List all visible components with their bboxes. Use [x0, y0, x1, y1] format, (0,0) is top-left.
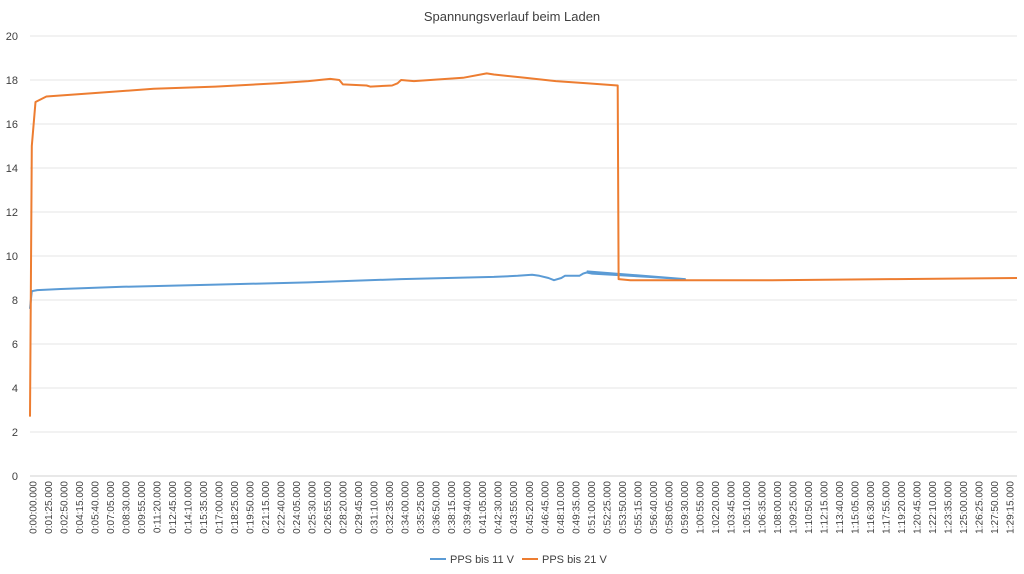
x-tick-label: 0:15:35.000 — [199, 481, 210, 534]
x-tick-label: 0:55:15.000 — [633, 481, 644, 534]
x-tick-label: 1:06:35.000 — [757, 481, 768, 534]
x-tick-label: 0:02:50.000 — [60, 481, 71, 534]
x-tick-label: 1:25:00.000 — [959, 481, 970, 534]
x-tick-label: 0:38:15.000 — [447, 481, 458, 534]
x-tick-label: 1:16:30.000 — [866, 481, 877, 534]
x-tick-label: 1:03:45.000 — [726, 481, 737, 534]
y-tick-label: 0 — [12, 471, 18, 483]
x-tick-label: 0:12:45.000 — [168, 481, 179, 534]
x-tick-label: 1:15:05.000 — [850, 481, 861, 534]
y-tick-label: 8 — [12, 295, 18, 307]
x-tick-label: 0:58:05.000 — [664, 481, 675, 534]
y-tick-label: 2 — [12, 427, 18, 439]
legend-label-2: PPS bis 21 V — [542, 554, 607, 566]
chart-title: Spannungsverlauf beim Laden — [424, 9, 600, 24]
x-tick-label: 0:35:25.000 — [416, 481, 427, 534]
x-tick-label: 0:36:50.000 — [432, 481, 443, 534]
y-tick-label: 4 — [12, 383, 18, 395]
x-tick-label: 0:04:15.000 — [75, 481, 86, 534]
y-axis: 0 2 4 6 8 10 12 14 16 18 20 — [6, 31, 18, 483]
x-tick-label: 0:14:10.000 — [184, 481, 195, 534]
x-tick-label: 0:34:00.000 — [401, 481, 412, 534]
x-tick-label: 0:18:25.000 — [230, 481, 241, 534]
x-tick-label: 1:02:20.000 — [711, 481, 722, 534]
y-tick-label: 16 — [6, 119, 18, 131]
x-tick-label: 0:51:00.000 — [587, 481, 598, 534]
x-tick-label: 0:21:15.000 — [261, 481, 272, 534]
x-tick-label: 1:17:55.000 — [881, 481, 892, 534]
x-tick-label: 0:26:55.000 — [323, 481, 334, 534]
x-tick-label: 0:45:20.000 — [525, 481, 536, 534]
x-tick-label: 0:24:05.000 — [292, 481, 303, 534]
y-tick-label: 14 — [6, 163, 18, 175]
x-tick-label: 0:19:50.000 — [246, 481, 257, 534]
x-tick-label: 0:25:30.000 — [308, 481, 319, 534]
x-tick-label: 0:07:05.000 — [106, 481, 117, 534]
y-tick-label: 20 — [6, 31, 18, 43]
x-tick-label: 0:43:55.000 — [509, 481, 520, 534]
x-tick-label: 1:12:15.000 — [819, 481, 830, 534]
x-tick-label: 1:09:25.000 — [788, 481, 799, 534]
series-lines — [29, 72, 1018, 417]
legend: PPS bis 11 V PPS bis 21 V — [430, 554, 607, 566]
legend-label-1: PPS bis 11 V — [450, 554, 515, 566]
gridlines — [30, 35, 1017, 433]
x-tick-label: 1:19:20.000 — [897, 481, 908, 534]
x-tick-label: 1:13:40.000 — [835, 481, 846, 534]
x-tick-label: 0:09:55.000 — [137, 481, 148, 534]
x-tick-label: 0:46:45.000 — [540, 481, 551, 534]
y-tick-label: 6 — [12, 339, 18, 351]
y-tick-label: 18 — [6, 75, 18, 87]
x-tick-label: 0:01:25.000 — [44, 481, 55, 534]
x-tick-label: 0:08:30.000 — [122, 481, 133, 534]
x-tick-label: 0:28:20.000 — [339, 481, 350, 534]
x-tick-label: 0:00:00.000 — [29, 481, 40, 534]
x-tick-label: 1:29:15.000 — [1006, 481, 1017, 534]
x-tick-label: 1:20:45.000 — [913, 481, 924, 534]
x-tick-label: 1:23:35.000 — [944, 481, 955, 534]
x-tick-label: 0:11:20.000 — [153, 481, 164, 534]
series-line-2 — [29, 72, 1018, 417]
x-tick-label: 1:10:50.000 — [804, 481, 815, 534]
x-tick-label: 0:59:30.000 — [680, 481, 691, 534]
x-axis: 0:00:00.000 0:01:25.000 0:02:50.000 0:04:15… — [29, 475, 1017, 534]
x-tick-label: 1:26:25.000 — [975, 481, 986, 534]
x-tick-label: 1:08:00.000 — [773, 481, 784, 534]
x-tick-label: 0:49:35.000 — [571, 481, 582, 534]
x-tick-label: 0:39:40.000 — [463, 481, 474, 534]
x-tick-label: 1:05:10.000 — [742, 481, 753, 534]
x-tick-label: 0:41:05.000 — [478, 481, 489, 534]
x-tick-label: 1:00:55.000 — [695, 481, 706, 534]
x-tick-label: 0:05:40.000 — [91, 481, 102, 534]
x-tick-label: 0:17:00.000 — [215, 481, 226, 534]
series-line-1 — [29, 270, 686, 309]
x-tick-label: 0:22:40.000 — [277, 481, 288, 534]
x-tick-label: 0:29:45.000 — [354, 481, 365, 534]
x-tick-label: 0:31:10.000 — [370, 481, 381, 534]
x-tick-label: 0:53:50.000 — [618, 481, 629, 534]
x-tick-label: 0:42:30.000 — [494, 481, 505, 534]
x-tick-label: 0:56:40.000 — [649, 481, 660, 534]
y-tick-label: 12 — [6, 207, 18, 219]
x-tick-label: 0:32:35.000 — [385, 481, 396, 534]
y-tick-label: 10 — [6, 251, 18, 263]
x-tick-label: 0:52:25.000 — [602, 481, 613, 534]
x-tick-label: 1:27:50.000 — [990, 481, 1001, 534]
x-tick-label: 1:22:10.000 — [928, 481, 939, 534]
x-tick-label: 0:48:10.000 — [556, 481, 567, 534]
